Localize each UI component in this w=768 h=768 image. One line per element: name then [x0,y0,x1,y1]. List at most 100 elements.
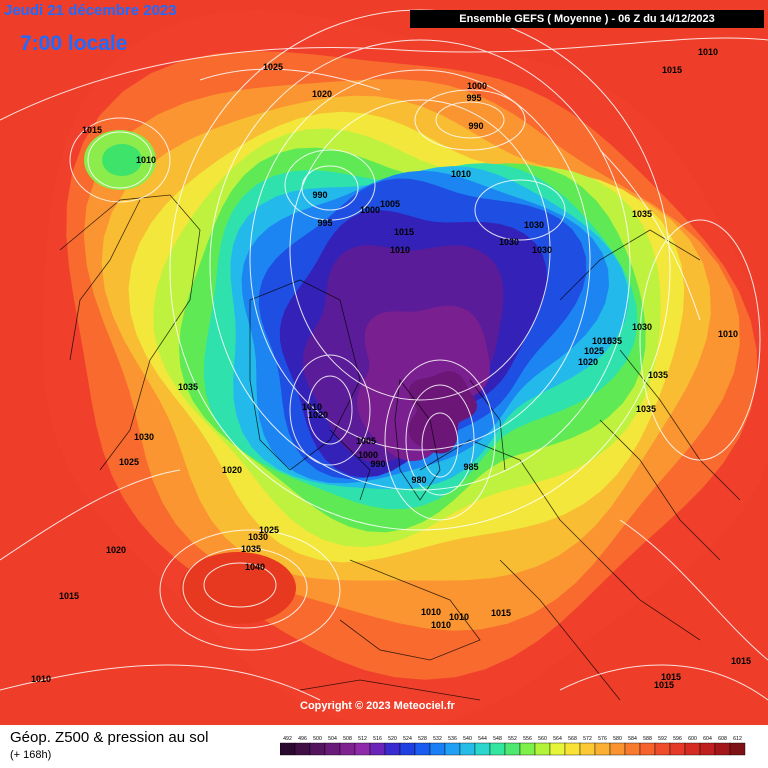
coastline [559,229,701,301]
legend-swatch [474,742,491,756]
isobar-label: 1015 [82,125,102,135]
isobar-label: 1035 [648,370,668,380]
coastline [69,199,141,361]
legend-value: 504 [328,736,337,742]
coastline [59,194,201,471]
coastline [619,349,741,501]
coastline [339,559,481,661]
coastline [249,279,361,471]
coastline [469,379,506,471]
isobar-label: 1010 [136,155,156,165]
isobar [249,69,591,451]
forecast-local-time: 7:00 locale [20,32,128,55]
legend-swatch [609,742,626,756]
isobar [384,359,496,521]
isobar-label: 990 [370,459,385,469]
legend-swatch [384,742,401,756]
legend-swatch [594,742,611,756]
model-run-banner: Ensemble GEFS ( Moyenne ) - 06 Z du 14/1… [410,10,764,28]
isobar [289,354,371,466]
legend-swatch [399,742,416,756]
isobar-labels: 1010101510151025102010101000995990101099… [31,47,751,690]
legend-swatch [459,742,476,756]
legend-value: 524 [403,736,412,742]
isobar [639,219,761,461]
legend-value: 532 [433,736,442,742]
isobar-label: 1030 [532,245,552,255]
isobar-label: 1015 [661,672,681,682]
isobar-label: 1015 [662,65,682,75]
isobar-label: 1015 [654,680,674,690]
forecast-date: Jeudi 21 décembre 2023 [4,2,177,19]
isobar [474,179,566,241]
map-title: Géop. Z500 & pression au sol [10,729,209,746]
legend-swatch [369,742,386,756]
isobar [0,37,768,121]
geopotential-band [408,371,477,454]
isobar-label: 1030 [134,432,154,442]
isobar-label: 1020 [578,357,598,367]
isobar-label: 995 [466,93,481,103]
coastline [394,378,441,501]
legend-value: 516 [373,736,382,742]
low-center-core [102,144,142,176]
legend-swatch [579,742,596,756]
legend-value: 600 [688,736,697,742]
isobar-label: 1015 [394,227,414,237]
legend-value: 592 [658,736,667,742]
legend-swatch [699,742,716,756]
isobar-label: 980 [411,475,426,485]
legend-swatch [354,742,371,756]
isobar-label: 1010 [31,674,51,684]
isobar [209,39,631,491]
coastlines [59,194,741,701]
legend-swatch [444,742,461,756]
legend-value: 520 [388,736,397,742]
legend-swatch [324,742,341,756]
isobar-label: 1010 [421,607,441,617]
isobar-label: 1020 [106,545,126,555]
isobar-label: 1010 [451,169,471,179]
isobar-label: 1030 [524,220,544,230]
isobar [435,101,505,139]
legend-value: 604 [703,736,712,742]
isobar-label: 1015 [592,336,612,346]
isobar-label: 1010 [431,620,451,630]
legend-value: 528 [418,736,427,742]
legend-value: 492 [283,736,292,742]
isobar [203,562,277,608]
legend-value: 560 [538,736,547,742]
geopotential-field: 1010101510151025102010101000995990101099… [0,0,768,725]
legend-swatch [504,742,521,756]
legend-value: 548 [493,736,502,742]
lead-time: (+ 168h) [10,749,52,761]
legend-value: 508 [343,736,352,742]
legend-value: 544 [478,736,487,742]
isobar-label: 1000 [360,205,380,215]
legend-swatch [714,742,731,756]
isobar-label: 1010 [302,402,322,412]
coastline [419,439,701,641]
isobar [289,99,551,401]
isobar-label: 1035 [241,544,261,554]
coastline [599,419,721,561]
isobar [414,89,526,151]
isobar-label: 1010 [449,612,469,622]
isobar-label: 1035 [632,209,652,219]
legend-swatch [669,742,686,756]
weather-map: 1010 1015 1015 1025 1020 1010 1000 995 990 1010 99… [0,0,768,725]
isobar-label: 1010 [390,245,410,255]
legend-swatch [489,742,506,756]
legend-swatch [429,742,446,756]
legend-swatch [414,742,431,756]
isobar-label: 1015 [491,608,511,618]
isobar-label: 1010 [718,329,738,339]
isobar [284,149,376,221]
isobar-label: 1015 [731,656,751,666]
isobar-label: 1005 [380,199,400,209]
legend-value: 596 [673,736,682,742]
coastline [329,429,371,501]
isobar-label: 1005 [356,436,376,446]
isobars [0,9,768,701]
legend-swatch [564,742,581,756]
